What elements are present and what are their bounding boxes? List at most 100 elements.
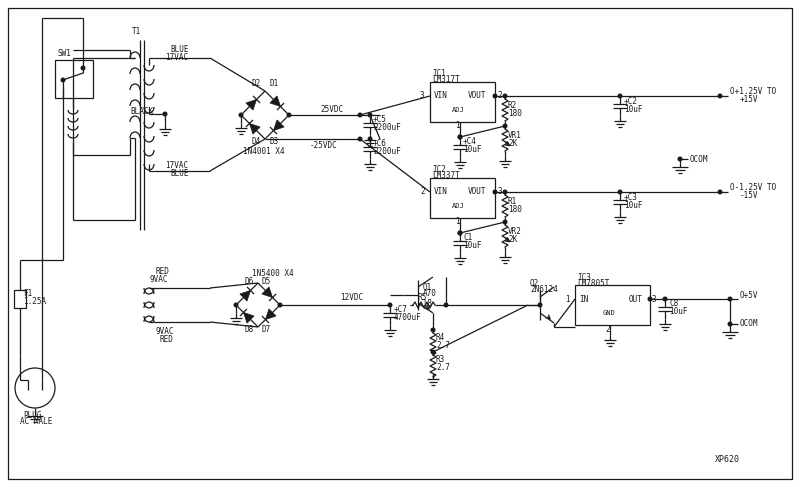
Text: 9VAC: 9VAC [150, 275, 169, 283]
Circle shape [431, 350, 435, 354]
Text: OUT: OUT [629, 295, 643, 303]
Circle shape [503, 94, 507, 98]
Text: 10uF: 10uF [624, 201, 642, 209]
Polygon shape [262, 287, 273, 298]
Text: R2: R2 [508, 101, 518, 111]
Text: 180: 180 [508, 206, 522, 214]
Text: 10uF: 10uF [624, 105, 642, 113]
Text: D5: D5 [262, 277, 271, 285]
Text: D2: D2 [252, 78, 261, 88]
Text: R5: R5 [418, 293, 427, 301]
Circle shape [388, 303, 392, 307]
Text: D7: D7 [262, 324, 271, 334]
Text: GND: GND [603, 310, 616, 316]
Text: SW1: SW1 [57, 50, 71, 58]
Circle shape [728, 297, 732, 301]
Text: +C2: +C2 [624, 96, 638, 106]
Bar [55, 60, 93, 98]
Text: C1: C1 [463, 232, 472, 242]
Text: ADJ: ADJ [452, 203, 465, 209]
Text: O+1.25V TO: O+1.25V TO [730, 88, 776, 96]
Text: XP620: XP620 [715, 455, 740, 465]
Text: VIN: VIN [434, 92, 448, 100]
Bar [14, 290, 26, 308]
Text: 2200uF: 2200uF [373, 124, 401, 132]
Text: VOUT: VOUT [468, 92, 486, 100]
Text: 1: 1 [455, 218, 460, 226]
Text: 1.25A: 1.25A [23, 297, 46, 305]
Text: +C7: +C7 [394, 305, 408, 315]
Circle shape [287, 113, 291, 117]
Circle shape [234, 303, 238, 307]
Text: 3: 3 [420, 92, 425, 100]
Text: PLUG: PLUG [23, 411, 42, 419]
Text: -15V: -15V [740, 191, 758, 201]
Circle shape [728, 322, 732, 326]
Circle shape [82, 66, 85, 70]
Text: 9VAC: 9VAC [155, 327, 174, 337]
Text: Q2: Q2 [530, 279, 539, 287]
Text: -25VDC: -25VDC [310, 141, 338, 150]
Text: RED: RED [155, 267, 169, 277]
Text: F1: F1 [23, 288, 32, 298]
Circle shape [618, 190, 622, 194]
Text: 2: 2 [420, 187, 425, 196]
Text: 1N4001 X4: 1N4001 X4 [243, 147, 285, 155]
Text: 25VDC: 25VDC [320, 105, 343, 113]
Text: 1: 1 [565, 295, 570, 303]
Text: LM7805T: LM7805T [577, 279, 610, 287]
Text: D4: D4 [252, 136, 261, 146]
Text: VOUT: VOUT [468, 187, 486, 196]
Text: A70: A70 [423, 289, 437, 299]
Text: 1: 1 [455, 121, 460, 131]
Text: D8: D8 [245, 324, 254, 334]
Circle shape [358, 137, 362, 141]
Text: 2K: 2K [508, 139, 518, 149]
Polygon shape [266, 309, 276, 319]
Text: 10uF: 10uF [669, 307, 687, 317]
Circle shape [278, 303, 282, 307]
Circle shape [61, 78, 65, 82]
Text: +C3: +C3 [624, 192, 638, 202]
Text: BLUE: BLUE [170, 45, 189, 55]
Text: 10uF: 10uF [463, 145, 482, 153]
Text: IC1: IC1 [432, 70, 446, 78]
Text: 4700uF: 4700uF [394, 314, 422, 322]
Circle shape [493, 94, 497, 98]
Text: 10uF: 10uF [463, 241, 482, 249]
Text: O+5V: O+5V [740, 291, 758, 300]
Text: .18: .18 [418, 299, 432, 307]
Bar [430, 82, 495, 122]
Circle shape [458, 135, 462, 139]
Text: 2: 2 [605, 324, 610, 334]
Text: 2K: 2K [508, 236, 518, 244]
Polygon shape [250, 124, 260, 134]
Circle shape [648, 297, 652, 301]
Polygon shape [270, 96, 281, 107]
Circle shape [368, 113, 372, 117]
Text: VR1: VR1 [508, 131, 522, 141]
Circle shape [493, 190, 497, 194]
Circle shape [458, 231, 462, 235]
Text: D1: D1 [269, 78, 278, 88]
Polygon shape [240, 290, 250, 301]
Bar [575, 285, 650, 325]
Text: AC MALE: AC MALE [20, 416, 52, 426]
Text: ADJ: ADJ [452, 107, 465, 113]
Text: 3: 3 [652, 295, 657, 303]
Text: IC2: IC2 [432, 166, 446, 174]
Polygon shape [246, 99, 257, 110]
Circle shape [431, 328, 435, 332]
Text: 180: 180 [508, 110, 522, 118]
Circle shape [503, 220, 507, 224]
Circle shape [444, 303, 448, 307]
Bar [430, 178, 495, 218]
Text: BLUE: BLUE [170, 169, 189, 177]
Text: VR2: VR2 [508, 227, 522, 237]
Text: IC3: IC3 [577, 273, 591, 281]
Text: 2.7: 2.7 [436, 363, 450, 373]
Circle shape [239, 113, 243, 117]
Text: OCOM: OCOM [690, 154, 709, 164]
Text: D3: D3 [269, 136, 278, 146]
Text: 3: 3 [497, 187, 502, 196]
